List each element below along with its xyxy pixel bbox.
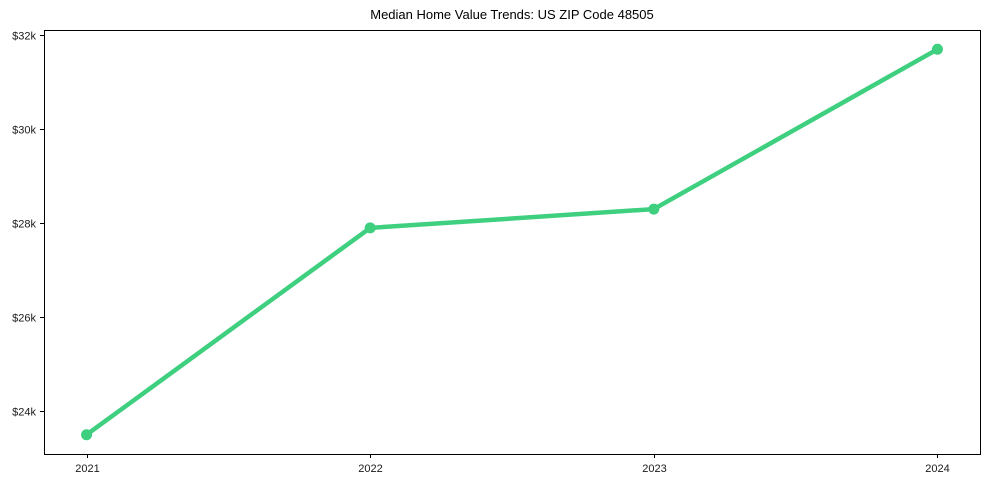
chart-title: Median Home Value Trends: US ZIP Code 48… [370,7,654,22]
trend-line [84,47,940,437]
x-tick-label: 2022 [358,463,382,475]
y-tick-label: $30k [12,125,36,137]
data-point-2021 [81,429,93,441]
data-point-2024 [931,43,943,55]
y-tick-label: $28k [12,219,36,231]
y-tick-label: $32k [12,31,36,43]
data-point-2022 [364,222,376,234]
y-tick-label: $24k [12,407,36,419]
x-tick-label: 2024 [925,463,949,475]
x-tick-label: 2023 [642,463,666,475]
y-tick-label: $26k [12,313,36,325]
x-tick-label: 2021 [75,463,99,475]
plot-frame [44,30,981,455]
data-point-2023 [648,203,660,215]
